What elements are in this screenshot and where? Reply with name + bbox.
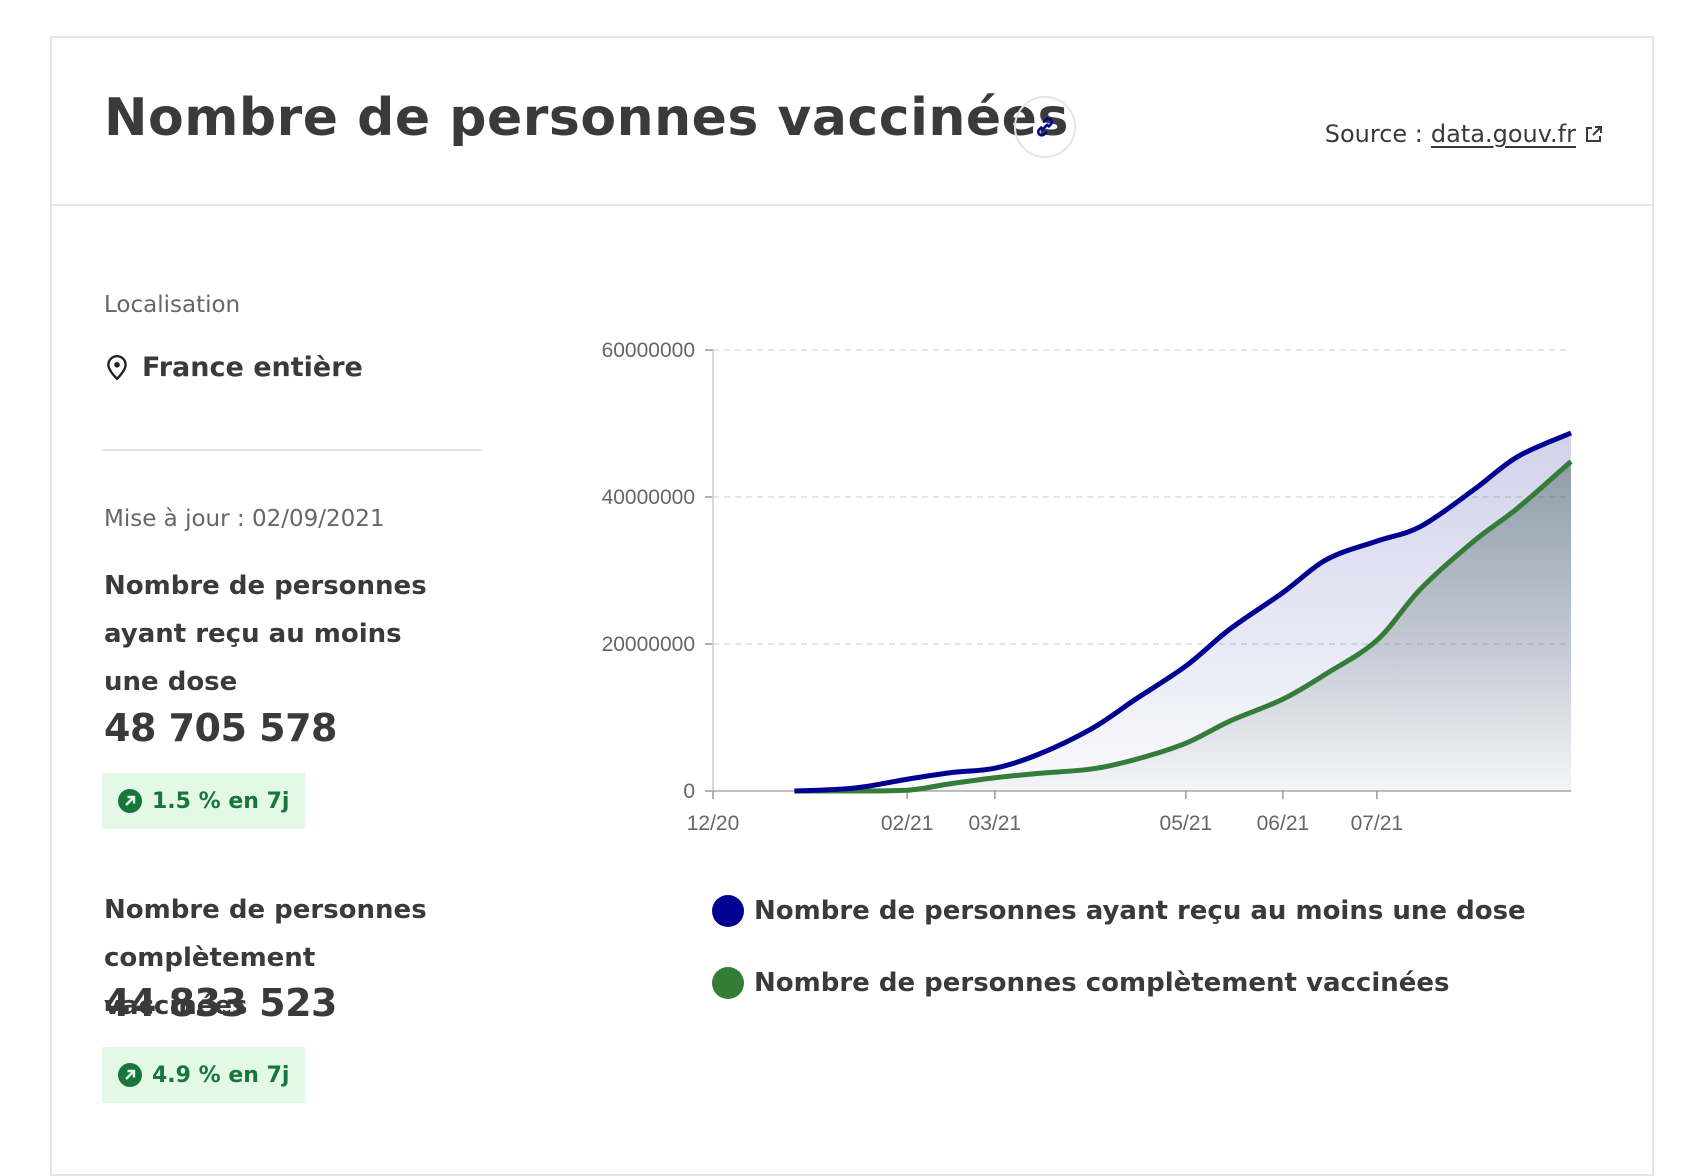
legend-item-first-dose[interactable]: Nombre de personnes ayant reçu au moins … bbox=[712, 875, 1526, 947]
x-tick-label: 07/21 bbox=[1351, 812, 1404, 835]
legend-label-first-dose: Nombre de personnes ayant reçu au moins … bbox=[754, 896, 1526, 926]
x-tick-label: 05/21 bbox=[1160, 812, 1213, 835]
x-tick-label: 03/21 bbox=[969, 812, 1022, 835]
metric-value-complete: 44 833 523 bbox=[104, 981, 337, 1025]
trend-badge-first-dose: 1.5 % en 7j bbox=[102, 773, 306, 829]
page-title: Nombre de personnes vaccinées bbox=[104, 88, 1069, 148]
trend-badge-complete: 4.9 % en 7j bbox=[102, 1047, 306, 1103]
location-selector[interactable]: France entière bbox=[104, 352, 363, 383]
trend-text-first-dose: 1.5 % en 7j bbox=[152, 788, 290, 814]
location-value: France entière bbox=[142, 352, 363, 383]
legend-swatch-first-dose bbox=[712, 895, 744, 927]
metric-value-first-dose: 48 705 578 bbox=[104, 706, 337, 750]
arrow-up-right-icon bbox=[118, 1063, 142, 1087]
legend-item-complete[interactable]: Nombre de personnes complètement vacciné… bbox=[712, 947, 1526, 1019]
source-link[interactable]: data.gouv.fr bbox=[1431, 120, 1604, 148]
area-complete bbox=[794, 461, 1571, 791]
x-tick-label: 06/21 bbox=[1257, 812, 1310, 835]
arrow-up-right-icon bbox=[118, 789, 142, 813]
copy-link-button[interactable] bbox=[1014, 96, 1076, 158]
legend-swatch-complete bbox=[712, 967, 744, 999]
metric-label-complete: Nombre de personnes complètement vacciné… bbox=[104, 895, 427, 1021]
source-link-text: data.gouv.fr bbox=[1430, 120, 1576, 148]
legend-label-complete: Nombre de personnes complètement vacciné… bbox=[754, 968, 1450, 998]
updated-date: Mise à jour : 02/09/2021 bbox=[104, 506, 385, 532]
vaccination-chart: 0 20000000 40000000 60000000 12/20 02/21 03/21… bbox=[602, 339, 1573, 835]
map-pin-icon bbox=[107, 354, 127, 380]
y-tick-label: 0 bbox=[683, 780, 695, 803]
source-attribution: Source : data.gouv.fr bbox=[1325, 120, 1604, 148]
x-tick-label: 02/21 bbox=[881, 812, 934, 835]
external-link-icon bbox=[1586, 126, 1602, 142]
vaccination-card: Nombre de personnes vaccinées Source : d… bbox=[50, 36, 1654, 1176]
card-header: Nombre de personnes vaccinées Source : d… bbox=[52, 38, 1652, 206]
series-line-first-dose bbox=[794, 430, 1573, 794]
y-tick-label: 20000000 bbox=[602, 633, 695, 656]
y-tick-label: 40000000 bbox=[602, 486, 695, 509]
trend-text-complete: 4.9 % en 7j bbox=[152, 1062, 290, 1088]
chart-legend: Nombre de personnes ayant reçu au moins … bbox=[712, 875, 1526, 1019]
x-tick-label: 12/20 bbox=[687, 812, 740, 835]
location-label: Localisation bbox=[104, 292, 241, 318]
metric-label-first-dose: Nombre de personnes ayant reçu au moins … bbox=[104, 571, 427, 697]
series-line-complete bbox=[794, 459, 1573, 794]
link-icon bbox=[1037, 117, 1053, 137]
y-tick-label: 60000000 bbox=[602, 339, 695, 362]
divider bbox=[102, 449, 482, 451]
source-prefix: Source : bbox=[1324, 120, 1423, 148]
